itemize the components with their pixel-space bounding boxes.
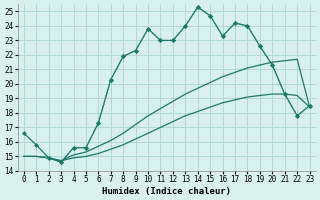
X-axis label: Humidex (Indice chaleur): Humidex (Indice chaleur) — [102, 187, 231, 196]
